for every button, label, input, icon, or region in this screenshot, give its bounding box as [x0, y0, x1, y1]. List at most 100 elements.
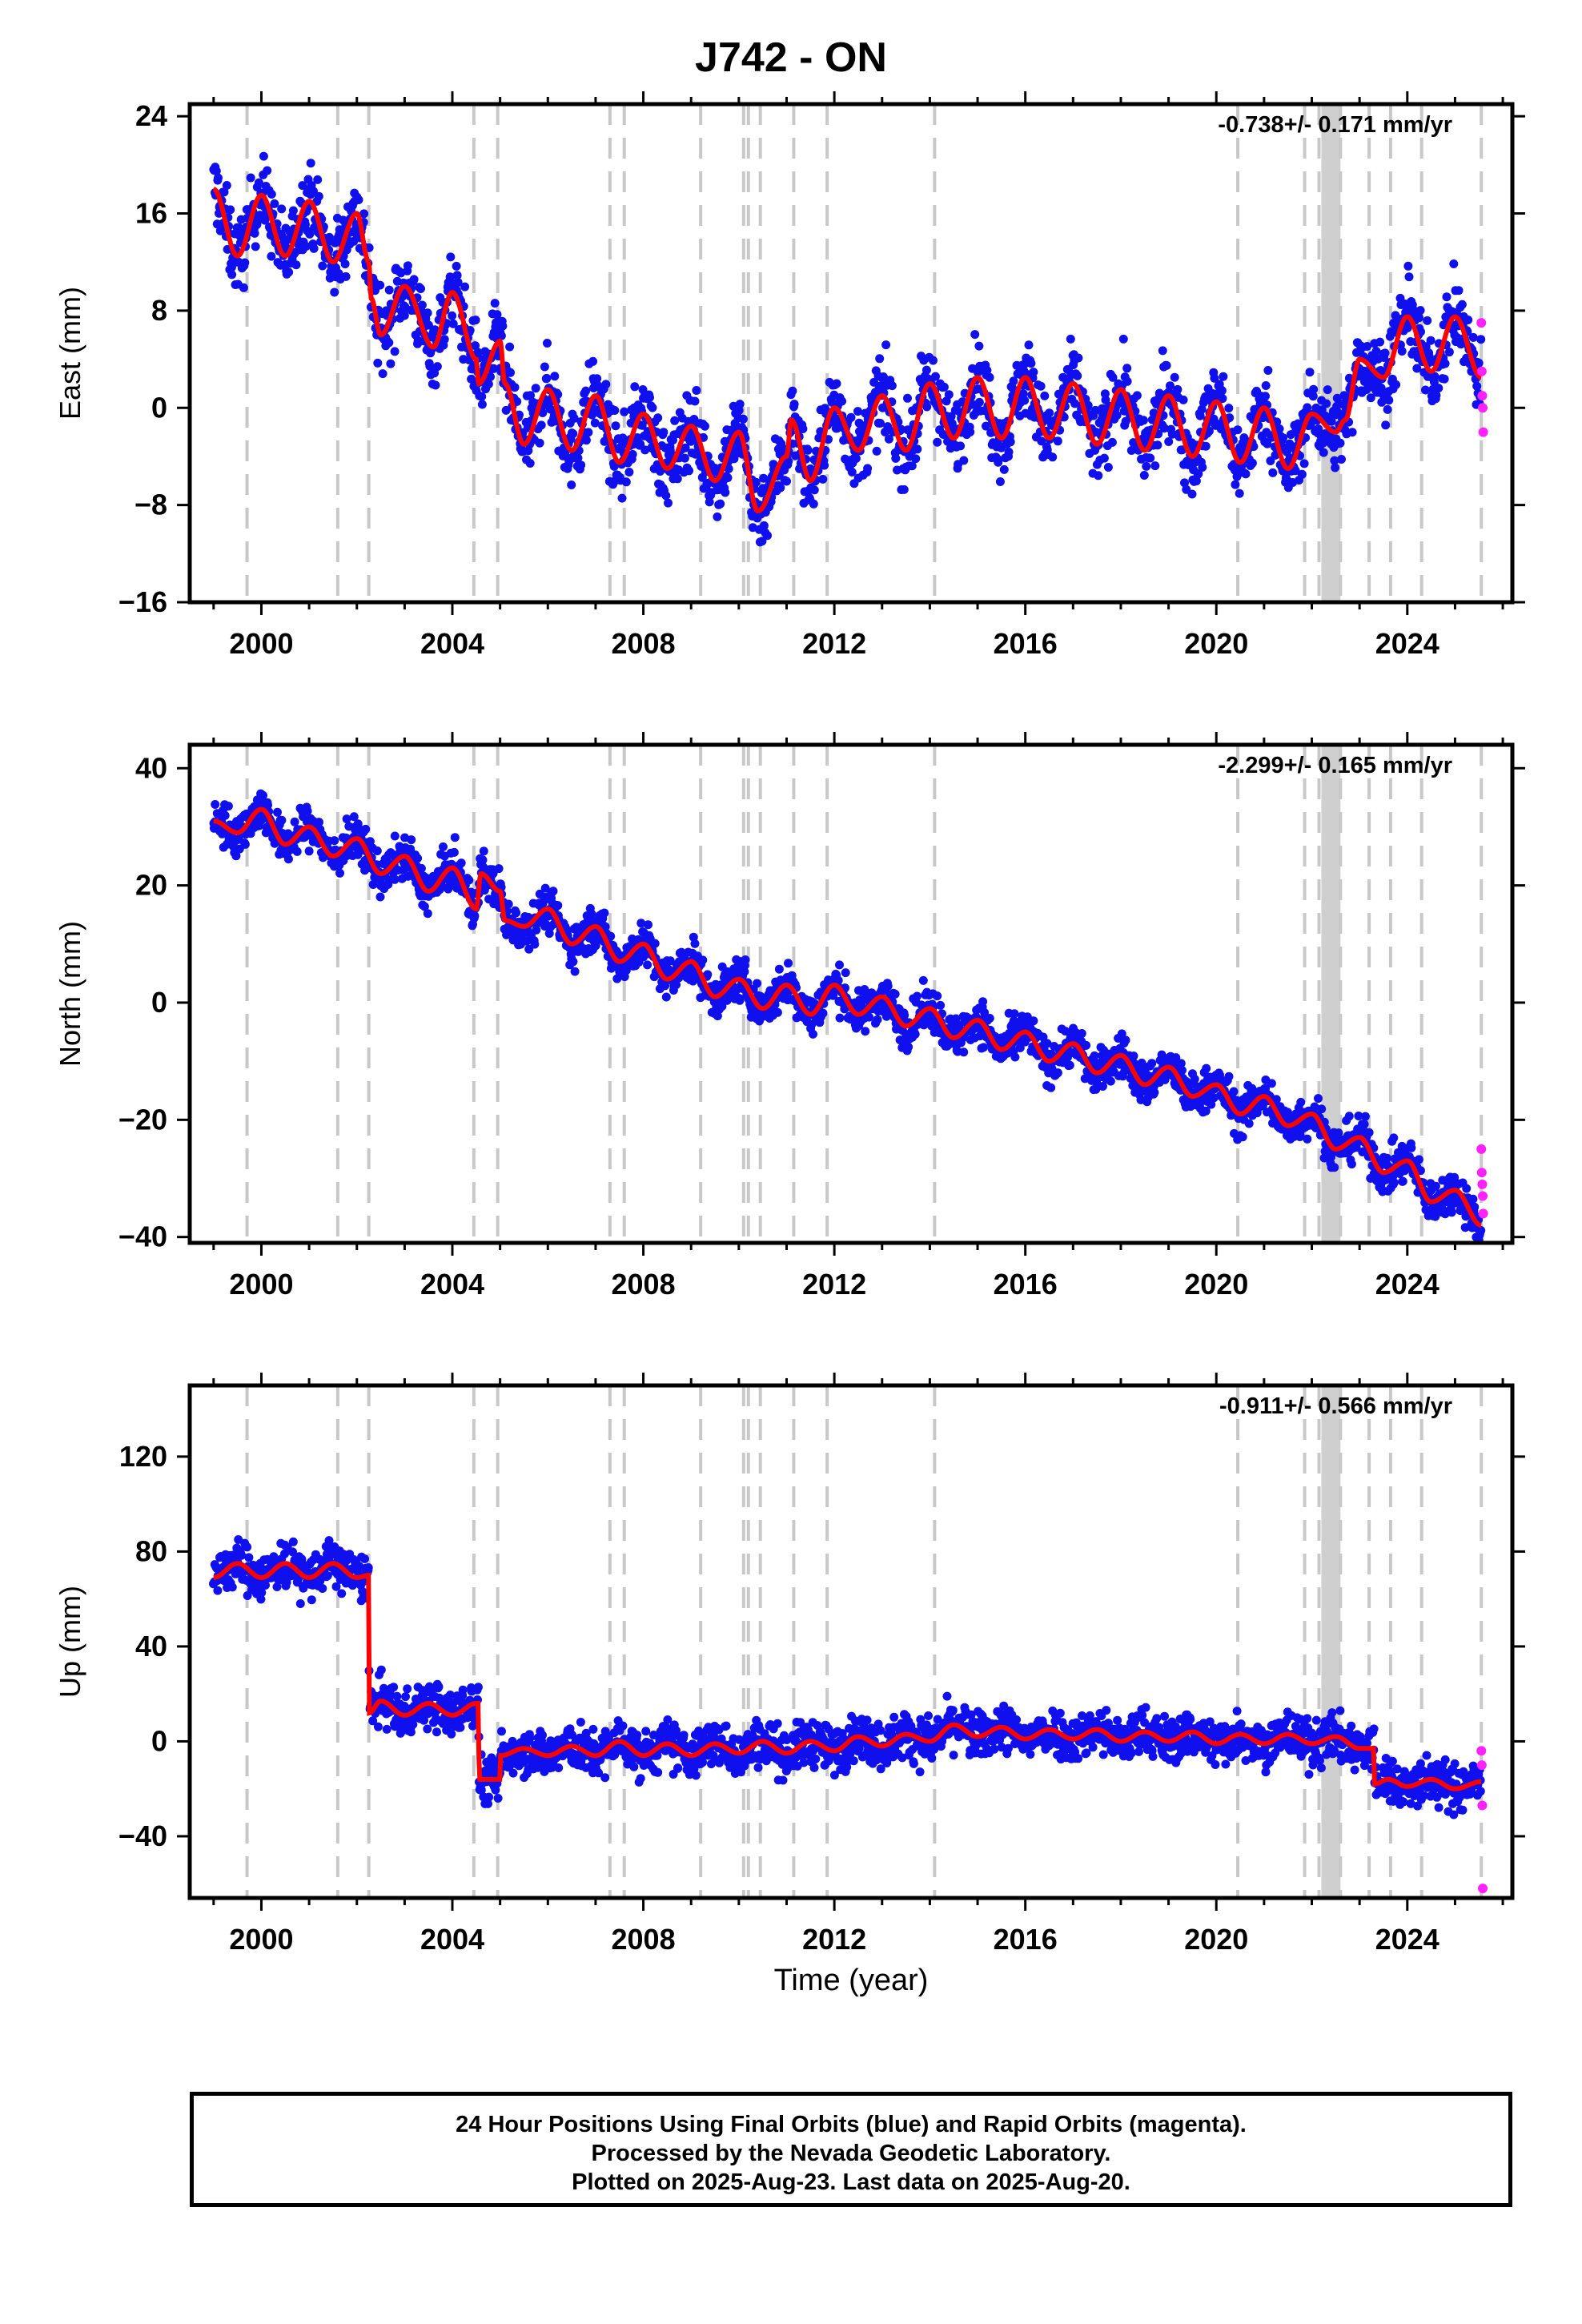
data-point — [403, 261, 412, 271]
data-point — [1403, 261, 1413, 271]
data-point — [1337, 455, 1346, 464]
data-point — [644, 920, 652, 930]
data-point — [318, 1584, 327, 1593]
data-point — [1407, 1143, 1416, 1152]
data-point — [1247, 458, 1257, 468]
data-point — [1447, 1208, 1456, 1217]
data-point — [835, 960, 844, 970]
data-point — [246, 173, 255, 183]
data-point — [959, 456, 969, 465]
data-point — [250, 228, 259, 238]
data-point — [610, 406, 620, 415]
data-point — [570, 967, 580, 976]
data-point — [951, 1014, 961, 1023]
data-point — [648, 403, 657, 412]
data-point — [303, 806, 312, 816]
up-panel: 2000 2004 2008 2012 2016 2020 2024−4004080120U… — [54, 1373, 1525, 1956]
data-point — [865, 1012, 874, 1022]
data-point — [1303, 1134, 1312, 1144]
data-point — [1178, 1066, 1186, 1075]
data-point — [492, 310, 502, 320]
data-point — [933, 437, 942, 447]
data-point — [544, 929, 554, 939]
data-point — [545, 404, 555, 414]
data-point — [853, 407, 862, 416]
data-point — [325, 232, 334, 242]
data-point — [863, 464, 873, 473]
data-point — [409, 275, 419, 284]
data-point — [525, 459, 535, 468]
data-point — [1244, 1119, 1254, 1128]
data-point — [763, 531, 772, 541]
data-point — [698, 955, 708, 965]
data-point — [1162, 360, 1171, 370]
data-point — [211, 800, 220, 809]
data-point — [1106, 1076, 1115, 1086]
data-point — [490, 299, 500, 308]
data-point — [467, 374, 476, 384]
data-point — [1229, 1087, 1239, 1096]
data-point — [881, 340, 891, 350]
data-point — [1322, 399, 1331, 408]
data-point — [1308, 392, 1318, 401]
data-point — [298, 181, 307, 191]
data-point — [486, 372, 495, 381]
data-point — [907, 461, 917, 471]
data-point — [1026, 359, 1036, 368]
x-tick-label: 2008 — [612, 627, 676, 660]
data-point — [378, 369, 387, 379]
data-point — [340, 259, 350, 269]
data-point — [1297, 469, 1307, 479]
data-point — [267, 251, 276, 261]
data-point — [837, 396, 847, 406]
data-point — [1201, 441, 1211, 451]
rapid-orbit-point — [1478, 1208, 1488, 1219]
rapid-orbit-point — [1478, 1191, 1488, 1201]
data-point — [1296, 1097, 1306, 1107]
data-point — [995, 477, 1005, 486]
data-point — [789, 400, 799, 409]
data-point — [576, 460, 586, 470]
data-point — [1415, 306, 1425, 316]
data-point — [330, 836, 339, 846]
data-point — [568, 429, 578, 439]
data-point — [643, 960, 652, 970]
data-point — [994, 455, 1003, 464]
data-point — [773, 1007, 782, 1017]
north-axis-label: North (mm) — [54, 921, 86, 1067]
data-point — [690, 939, 700, 948]
data-point — [430, 368, 440, 378]
data-point — [413, 854, 423, 863]
data-point — [259, 790, 267, 800]
data-point — [931, 372, 940, 381]
data-point — [1317, 1104, 1327, 1114]
data-point — [899, 485, 909, 494]
data-point — [1053, 1068, 1062, 1078]
data-point — [1261, 381, 1271, 390]
data-point — [741, 955, 750, 964]
data-point — [452, 271, 462, 280]
data-point — [735, 400, 745, 409]
data-point — [1464, 316, 1473, 324]
data-point — [803, 445, 813, 455]
data-point — [1159, 424, 1169, 433]
data-point — [1397, 347, 1407, 356]
data-point — [372, 846, 382, 855]
x-tick-label: 2016 — [994, 1268, 1058, 1301]
data-point — [701, 421, 709, 431]
data-point — [1331, 463, 1340, 472]
data-point — [1314, 424, 1323, 434]
data-point — [382, 1724, 391, 1734]
data-point — [460, 282, 470, 292]
data-point — [365, 837, 375, 846]
data-point — [611, 421, 620, 431]
data-point — [1139, 471, 1149, 480]
data-point — [543, 911, 552, 921]
data-point — [636, 919, 646, 928]
data-point — [624, 468, 634, 476]
data-point — [540, 362, 549, 372]
data-point — [470, 911, 480, 921]
data-point — [337, 1589, 347, 1598]
data-point — [222, 181, 231, 190]
data-point — [270, 199, 279, 208]
